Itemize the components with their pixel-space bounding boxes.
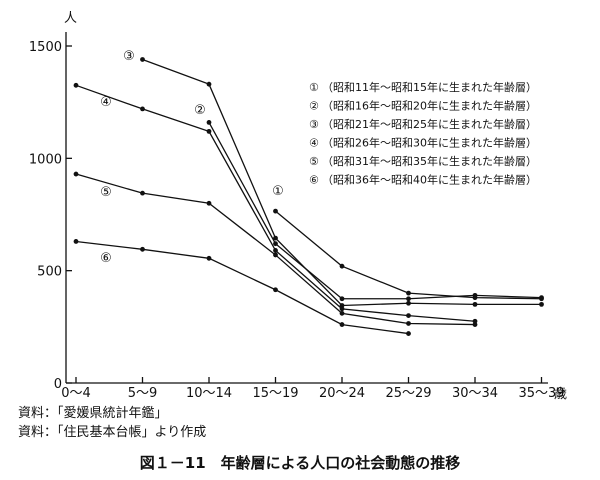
data-point [206, 81, 212, 87]
series-line-2 [208, 122, 542, 300]
data-point [73, 82, 79, 88]
data-point [73, 239, 79, 244]
series-marker-labels: ① ② ③ ④ ⑤ ⑥ [100, 49, 284, 266]
x-tick-label: 20～24 [319, 386, 365, 401]
series-marker-3: ③ [123, 49, 135, 64]
source-note-1: 資料：「愛媛県統計年鑑」 [18, 406, 168, 421]
y-tick-label: 1500 [29, 40, 62, 55]
legend-marker-6: ⑥ [309, 174, 319, 187]
legend-label-3: （昭和21年～昭和25年に生まれた年齢層） [322, 117, 537, 131]
x-tick-label: 5～9 [128, 386, 158, 401]
x-tick-label: 0～4 [61, 386, 91, 401]
y-axis-ticks: 0 500 1000 1500 [29, 40, 72, 392]
x-tick-label: 35～39 [518, 386, 564, 401]
data-point [339, 303, 345, 308]
series-marker-2: ② [194, 103, 206, 118]
data-point [206, 128, 212, 134]
data-point [472, 322, 478, 327]
data-point [273, 252, 278, 258]
data-point [140, 57, 145, 62]
y-tick-label: 1000 [29, 152, 62, 167]
x-tick-label: 25～29 [385, 386, 431, 401]
series-marker-4: ④ [100, 95, 112, 110]
data-point [206, 255, 212, 261]
data-point [339, 310, 345, 316]
data-point [406, 321, 411, 326]
data-point [339, 263, 345, 269]
data-point [406, 313, 411, 318]
x-tick-label: 30～34 [452, 386, 498, 401]
legend: ① （昭和11年～昭和15年に生まれた年齢層）② （昭和16年～昭和20年に生まれた… [309, 80, 537, 187]
data-point [339, 296, 345, 302]
data-point [472, 301, 478, 307]
data-point [73, 171, 79, 177]
legend-label-6: （昭和36年～昭和40年に生まれた年齢層） [322, 173, 537, 187]
data-point [472, 292, 478, 298]
data-point [539, 301, 544, 307]
x-tick-label: 10～14 [186, 386, 232, 401]
legend-marker-3: ③ [309, 118, 319, 131]
series-marker-1: ① [272, 184, 284, 199]
data-point [472, 318, 478, 324]
legend-label-2: （昭和16年～昭和20年に生まれた年齢層） [322, 99, 537, 113]
legend-marker-5: ⑤ [309, 155, 319, 168]
data-point [273, 287, 278, 293]
axes [65, 32, 548, 384]
data-point [140, 190, 145, 196]
series-line-6 [75, 240, 409, 335]
data-point [273, 248, 278, 253]
data-point [406, 331, 411, 336]
x-axis-unit-label: 歳 [554, 387, 567, 402]
legend-label-5: （昭和31年～昭和35年に生まれた年齢層） [322, 154, 537, 168]
data-point [339, 306, 345, 312]
y-tick-label: 500 [37, 265, 62, 280]
legend-marker-4: ④ [309, 137, 319, 150]
data-point [406, 290, 411, 296]
x-axis-ticks: 0～4 5～9 10～14 15～19 20～24 25～29 30～34 35～39 [61, 377, 565, 401]
data-point [406, 300, 411, 306]
legend-marker-2: ② [309, 100, 319, 113]
source-note-2: 資料：「住民基本台帳」より作成 [18, 425, 207, 440]
y-axis-unit-label: 人 [64, 11, 77, 26]
data-point [273, 241, 278, 247]
data-point [339, 322, 345, 327]
data-point [539, 295, 544, 301]
x-tick-label: 15～19 [252, 386, 298, 401]
data-point [140, 246, 145, 252]
data-point [140, 106, 145, 112]
series-group [73, 57, 544, 336]
data-point [206, 119, 212, 125]
series-marker-6: ⑥ [100, 251, 112, 266]
data-point [273, 208, 278, 214]
data-point [206, 200, 212, 206]
legend-label-1: （昭和11年～昭和15年に生まれた年齢層） [322, 80, 537, 94]
legend-label-4: （昭和26年～昭和30年に生まれた年齢層） [322, 136, 537, 150]
figure-caption: 図１－11 年齢層による人口の社会動態の推移 [139, 454, 461, 472]
y-tick-label: 0 [54, 377, 62, 392]
legend-marker-1: ① [309, 81, 319, 94]
series-marker-5: ⑤ [100, 185, 112, 200]
data-point [273, 235, 278, 241]
data-point [406, 296, 411, 302]
